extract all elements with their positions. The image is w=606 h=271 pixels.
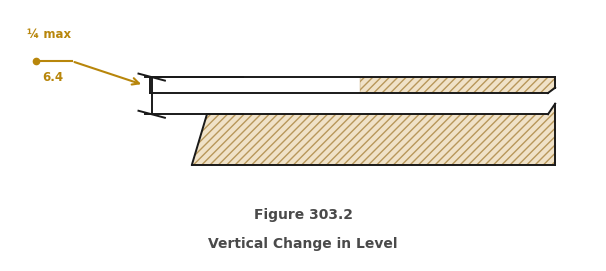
Polygon shape (360, 77, 555, 93)
Polygon shape (192, 104, 555, 165)
Text: 6.4: 6.4 (42, 71, 63, 83)
Text: ¼ max: ¼ max (27, 28, 71, 41)
Text: Vertical Change in Level: Vertical Change in Level (208, 237, 398, 251)
Text: Figure 303.2: Figure 303.2 (253, 208, 353, 222)
